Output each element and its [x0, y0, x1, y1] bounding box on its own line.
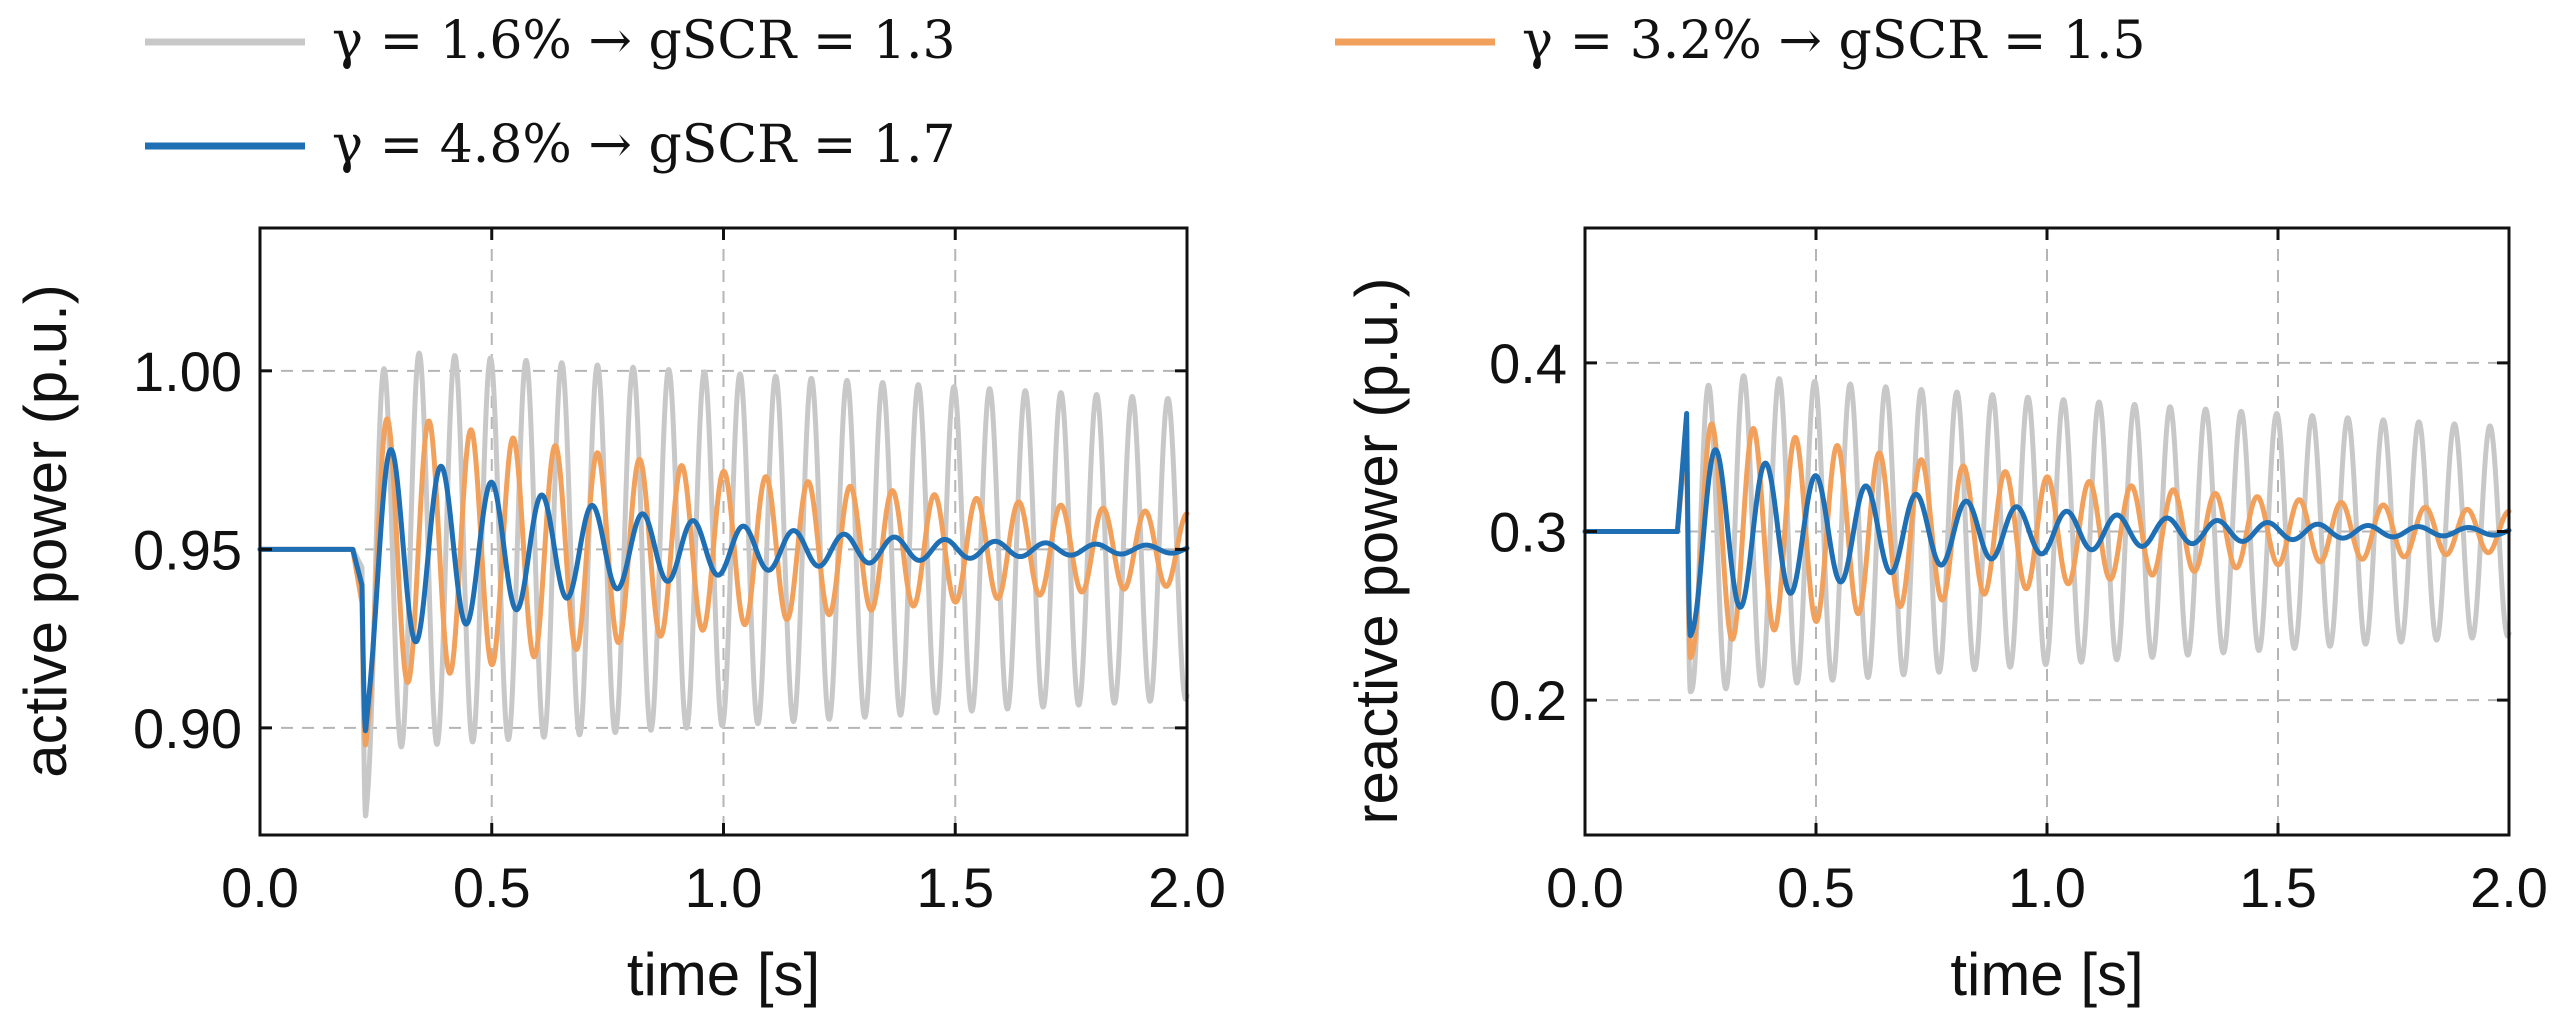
- y-axis-label: reactive power (p.u.): [1343, 278, 1410, 825]
- series-line: [257, 447, 1190, 734]
- series-line: [1582, 421, 2512, 661]
- legend-item: γ = 1.6% → gSCR = 1.3: [145, 11, 956, 71]
- x-tick-label: 1.5: [916, 856, 994, 919]
- series-line: [257, 350, 1190, 819]
- legend-item: γ = 3.2% → gSCR = 1.5: [1335, 11, 2146, 71]
- y-tick-label: 0.4: [1489, 332, 1567, 395]
- x-axis-label: time [s]: [627, 941, 820, 1008]
- series-line: [1582, 373, 2512, 695]
- x-tick-label: 0.5: [453, 856, 531, 919]
- y-tick-label: 1.00: [133, 340, 242, 403]
- legend-label: γ = 3.2% → gSCR = 1.5: [1522, 11, 2146, 71]
- reactive-power-chart: 0.0 0.5 1.0 1.5 2.0 0.2 0.3 0.4 time [s] reacti…: [1343, 226, 2548, 1008]
- legend: γ = 1.6% → gSCR = 1.3 γ = 3.2% → gSCR = …: [145, 11, 2146, 175]
- y-tick-label: 0.2: [1489, 669, 1567, 732]
- legend-label: γ = 4.8% → gSCR = 1.7: [332, 115, 956, 175]
- series-lines: [1582, 373, 2512, 695]
- legend-label: γ = 1.6% → gSCR = 1.3: [332, 11, 956, 71]
- ticks: 0.0 0.5 1.0 1.5 2.0 0.2 0.3 0.4: [1489, 228, 2548, 919]
- x-tick-label: 1.5: [2239, 856, 2317, 919]
- ticks: 0.0 0.5 1.0 1.5 2.0 0.90 0.95 1.00: [133, 228, 1226, 919]
- x-tick-label: 2.0: [2470, 856, 2548, 919]
- grid: [1585, 228, 2509, 835]
- x-tick-label: 0.0: [1546, 856, 1624, 919]
- series-line: [1582, 410, 2512, 639]
- x-tick-label: 0.0: [221, 856, 299, 919]
- x-tick-label: 2.0: [1148, 856, 1226, 919]
- x-axis-label: time [s]: [1950, 941, 2143, 1008]
- x-tick-label: 0.5: [1777, 856, 1855, 919]
- x-tick-label: 1.0: [2008, 856, 2086, 919]
- y-tick-label: 0.3: [1489, 501, 1567, 564]
- x-tick-label: 1.0: [685, 856, 763, 919]
- y-axis-label: active power (p.u.): [12, 284, 79, 778]
- y-tick-label: 0.95: [133, 518, 242, 581]
- y-tick-label: 0.90: [133, 697, 242, 760]
- series-line: [257, 416, 1190, 748]
- active-power-chart: 0.0 0.5 1.0 1.5 2.0 0.90 0.95 1.00 time [s] act…: [12, 226, 1226, 1008]
- legend-item: γ = 4.8% → gSCR = 1.7: [145, 115, 956, 175]
- series-lines: [257, 350, 1190, 819]
